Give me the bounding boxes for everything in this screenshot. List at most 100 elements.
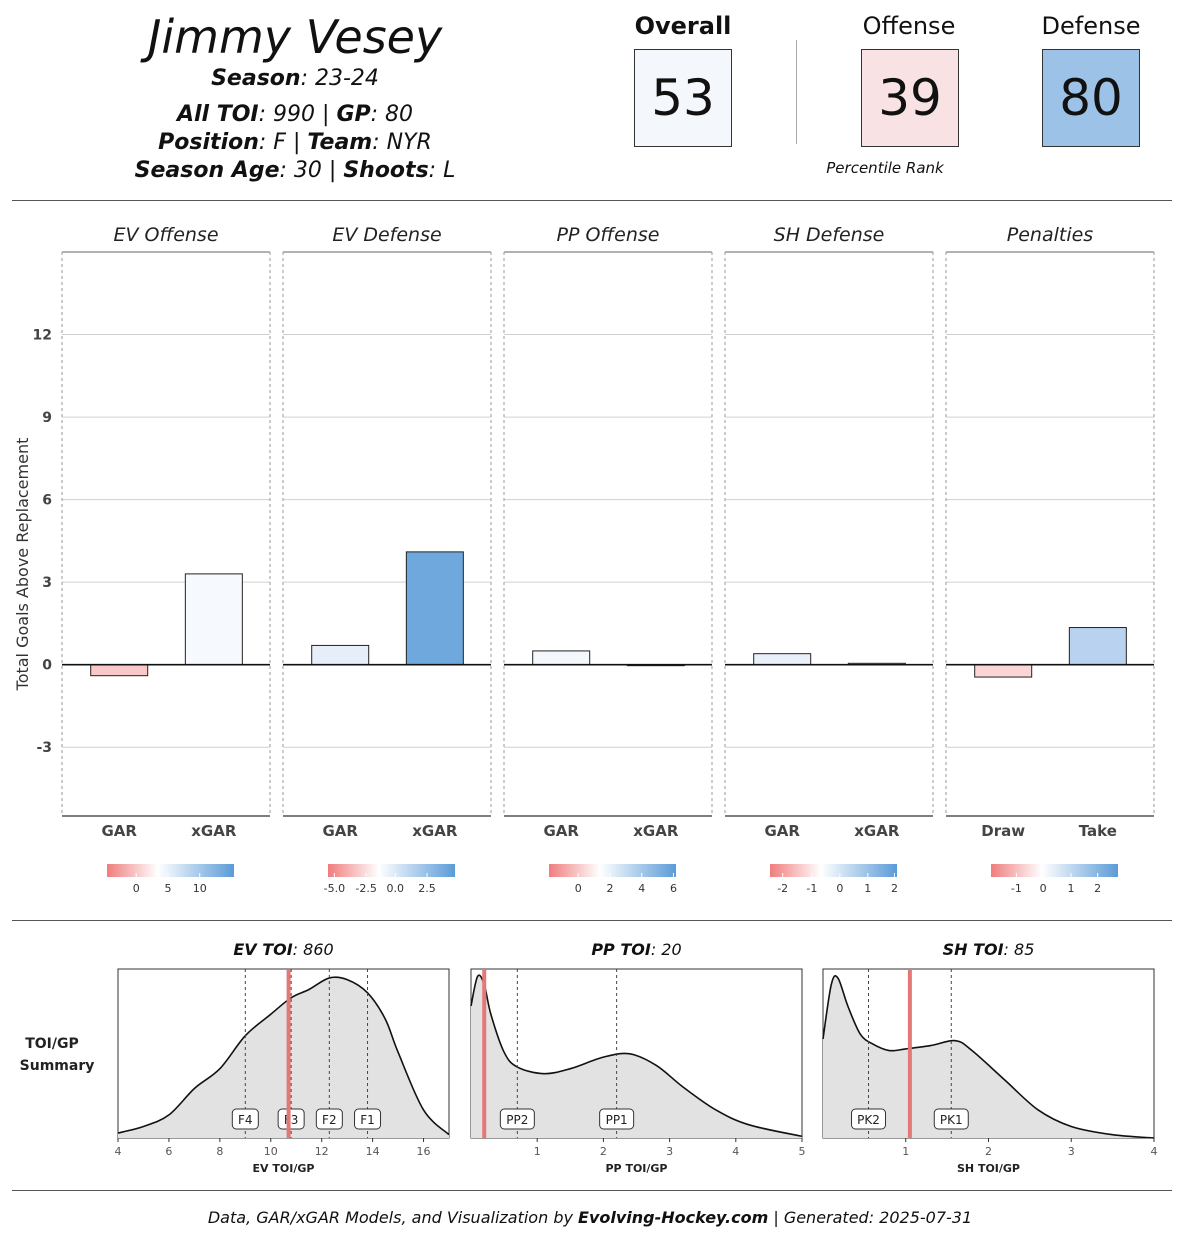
panel-title: Penalties — [1007, 224, 1094, 246]
percentile-caption: Percentile Rank — [826, 159, 944, 177]
bar-take — [1068, 627, 1127, 666]
toi-line: All TOI: 990 | GP: 80 — [176, 102, 414, 127]
color-scale-label: 2.5 — [418, 882, 436, 895]
color-scale-label: 6 — [670, 882, 677, 895]
toi-panel-title: SH TOI: 85 — [943, 940, 1035, 959]
position-label: Position — [158, 130, 259, 155]
y-axis-label: Total Goals Above Replacement — [13, 438, 32, 692]
marker-box-f3 — [277, 1108, 305, 1130]
color-scale-label: 0 — [836, 882, 843, 895]
x-category-label: xGAR — [633, 822, 679, 840]
y-tick-label: 12 — [33, 328, 52, 344]
footer-credit: Data, GAR/xGAR Models, and Visualization… — [0, 1208, 1180, 1227]
player-name: Jimmy Vesey — [147, 10, 443, 64]
position-line: Position: F | Team: NYR — [158, 130, 432, 155]
density-area — [823, 975, 1154, 1138]
x-tick-label: 16 — [417, 1145, 431, 1158]
marker-box-f4 — [231, 1108, 259, 1130]
x-tick-label: 4 — [115, 1145, 122, 1158]
panel-title: EV Offense — [113, 224, 218, 246]
marker-box-f2 — [315, 1108, 343, 1130]
y-tick-label: -3 — [36, 740, 52, 756]
team-label: Team — [307, 130, 373, 155]
panel-title: EV Defense — [332, 224, 441, 246]
age-line: Season Age: 30 | Shoots: L — [134, 158, 456, 183]
bar-gar — [753, 653, 812, 666]
marker-box-pk2 — [851, 1108, 887, 1130]
color-scale-label: -2 — [777, 882, 788, 895]
toi-title-label: EV TOI — [233, 940, 292, 959]
footer-brand: Evolving-Hockey.com — [578, 1208, 769, 1227]
row-label-line2: Summary — [20, 1058, 95, 1074]
x-axis-label: SH TOI/GP — [957, 1162, 1020, 1175]
defense-heading: Defense — [1041, 12, 1141, 40]
color-scale-bar — [328, 864, 455, 877]
x-tick-label: 10 — [264, 1145, 278, 1158]
shoots-value: L — [443, 158, 456, 183]
x-tick-label: 5 — [799, 1145, 806, 1158]
color-scale-label: 0 — [1040, 882, 1047, 895]
team-value: NYR — [386, 130, 432, 155]
toi-panel-title: PP TOI: 20 — [591, 940, 681, 959]
marker-box-f1 — [354, 1108, 382, 1130]
marker-box-pk1 — [933, 1108, 969, 1130]
x-tick-label: 2 — [600, 1145, 607, 1158]
marker-box-pp2 — [499, 1108, 535, 1130]
x-category-label: xGAR — [191, 822, 237, 840]
y-tick-label: 6 — [42, 493, 52, 509]
y-tick-label: 9 — [42, 410, 52, 426]
toi-label: All TOI — [176, 102, 259, 127]
toi-value: 990 — [273, 102, 316, 127]
x-tick-label: 6 — [165, 1145, 172, 1158]
color-scale-label: 0 — [133, 882, 140, 895]
x-tick-label: 4 — [732, 1145, 739, 1158]
season-value: 23-24 — [314, 66, 379, 91]
x-category-label: GAR — [101, 822, 137, 840]
y-tick-label: 0 — [42, 658, 52, 674]
x-category-label: Draw — [981, 822, 1025, 840]
gp-label: GP — [336, 102, 371, 127]
toi-title-value: : 20 — [651, 940, 682, 959]
overall-rank-box: 53 — [634, 49, 732, 147]
density-area — [118, 977, 449, 1138]
color-scale-label: 4 — [638, 882, 645, 895]
color-scale-bar — [770, 864, 897, 877]
color-scale-bar — [549, 864, 676, 877]
shoots-label: Shoots — [343, 158, 429, 183]
x-tick-label: 3 — [1068, 1145, 1075, 1158]
toi-title-label: PP TOI — [591, 940, 651, 959]
age-value: 30 — [293, 158, 322, 183]
position-value: F — [273, 130, 286, 155]
bar-draw — [974, 664, 1033, 678]
toi-title-value: : 860 — [293, 940, 334, 959]
x-tick-label: 14 — [366, 1145, 380, 1158]
color-scale-label: 2 — [1094, 882, 1101, 895]
panel-title: PP Offense — [557, 224, 660, 246]
season-line: Season: 23-24 — [211, 66, 379, 91]
bar-xgar — [405, 551, 464, 666]
y-tick-label: 3 — [42, 575, 52, 591]
color-scale-label: 0 — [575, 882, 582, 895]
x-axis-label: EV TOI/GP — [253, 1162, 315, 1175]
season-label: Season — [211, 66, 301, 91]
color-scale-label: 10 — [193, 882, 207, 895]
toi-title-label: SH TOI — [943, 940, 1004, 959]
footer-prefix: Data, GAR/xGAR Models, and Visualization… — [207, 1208, 579, 1227]
color-scale-label: 2 — [606, 882, 613, 895]
color-scale-label: -1 — [1011, 882, 1022, 895]
marker-label-f1: F1 — [360, 1113, 375, 1127]
x-category-label: GAR — [322, 822, 358, 840]
density-line — [117, 976, 450, 1136]
x-category-label: GAR — [543, 822, 579, 840]
color-scale-label: -2.5 — [355, 882, 376, 895]
x-category-label: Take — [1079, 822, 1117, 840]
x-category-label: GAR — [764, 822, 800, 840]
marker-box-pp1 — [599, 1108, 635, 1130]
color-scale-label: 1 — [1068, 882, 1075, 895]
x-tick-label: 1 — [534, 1145, 541, 1158]
header-divider — [12, 200, 1172, 201]
x-category-label: xGAR — [854, 822, 900, 840]
gar-bar-chart: Total Goals Above Replacement-3036912EV … — [13, 224, 1155, 895]
x-category-label: xGAR — [412, 822, 458, 840]
